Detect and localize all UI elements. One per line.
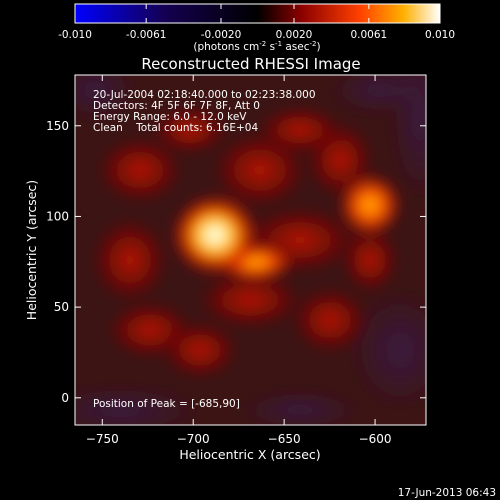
info-text: 20-Jul-2004 02:18:40.000 to 02:23:38.000…: [93, 89, 316, 134]
colorbar-tick-label: 0.010: [425, 29, 455, 41]
x-axis-label: Heliocentric X (arcsec): [179, 447, 320, 462]
x-tick-label: −750: [86, 432, 119, 446]
y-tick-label: 0: [61, 391, 69, 405]
y-axis-label: Heliocentric Y (arcsec): [24, 180, 39, 320]
info-line-time: 20-Jul-2004 02:18:40.000 to 02:23:38.000: [93, 89, 316, 101]
colorbar-unit-label: (photons cm-2 s-1 asec-2): [193, 40, 320, 53]
colorbar-tick-label: 0.0020: [276, 29, 313, 41]
y-tick-label: 150: [46, 119, 69, 133]
colorbar-tick-label: 0.0061: [350, 29, 387, 41]
svg-text:(photons cm-2 s-1 asec-2): (photons cm-2 s-1 asec-2): [193, 40, 320, 53]
x-tick-label: −700: [177, 432, 210, 446]
solar-image: [75, 75, 426, 425]
plot-frame: [74, 74, 427, 426]
colorbar-gradient: [74, 3, 441, 24]
y-tick-label: 100: [46, 209, 69, 223]
footer-date: 17-Jun-2013 06:43: [398, 487, 496, 499]
colorbar-ticks: -0.010 -0.0061 -0.0020 0.0020 0.0061 0.010: [58, 4, 455, 41]
info-line-counts: Clean Total counts: 6.16E+04: [93, 122, 258, 134]
colorbar-tick-label: -0.0020: [201, 29, 242, 41]
colorbar-tick-label: -0.010: [58, 29, 92, 41]
x-tick-label: −600: [359, 432, 392, 446]
plot-title: Reconstructed RHESSI Image: [141, 55, 360, 73]
x-tick-label: −650: [268, 432, 301, 446]
x-axis-ticks: −750 −700 −650 −600: [86, 75, 392, 446]
colorbar-tick-label: -0.0061: [126, 29, 167, 41]
info-line-detectors: Detectors: 4F 5F 6F 7F 8F, Att 0: [93, 100, 260, 112]
peak-position-text: Position of Peak = [-685,90]: [93, 398, 240, 410]
colorbar: -0.010 -0.0061 -0.0020 0.0020 0.0061 0.010 (p…: [58, 3, 455, 53]
y-axis-ticks: 0 50 100 150: [46, 119, 426, 405]
y-tick-label: 50: [54, 300, 69, 314]
info-line-energy: Energy Range: 6.0 - 12.0 keV: [93, 111, 247, 123]
